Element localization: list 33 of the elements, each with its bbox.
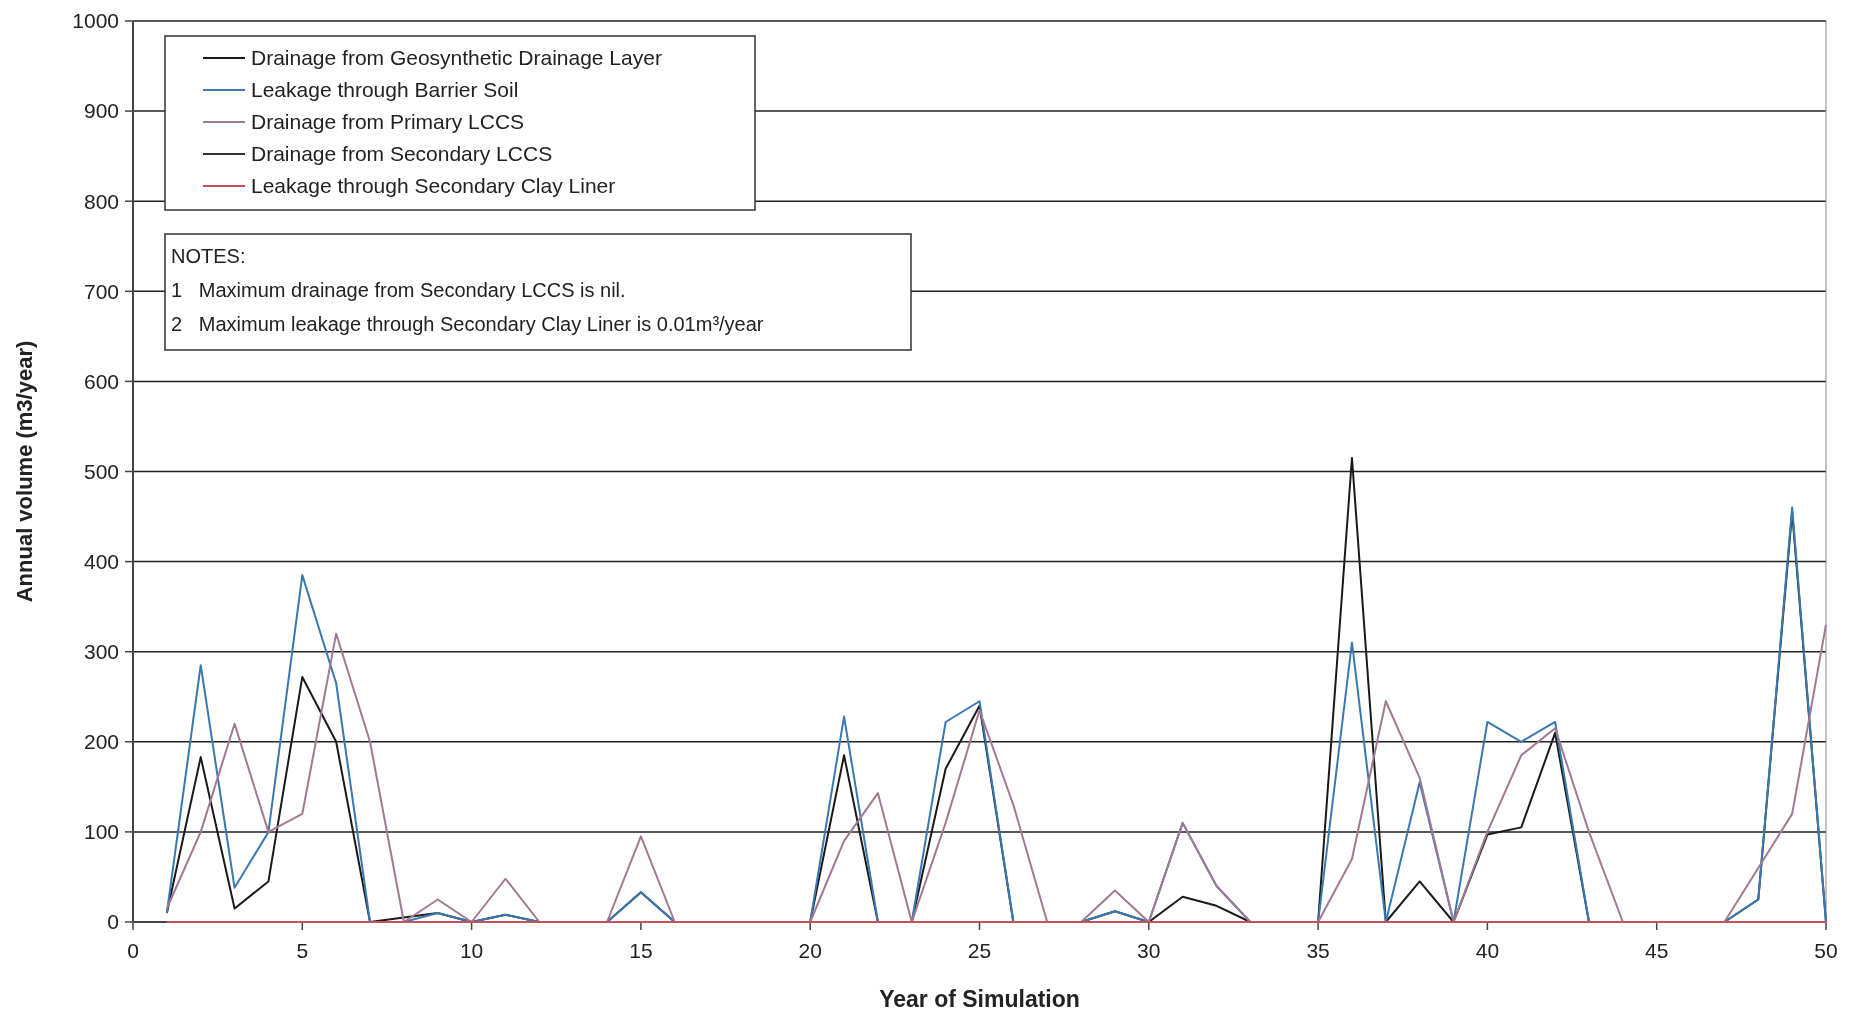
y-tick-label: 100	[83, 820, 119, 844]
y-tick-label: 300	[83, 640, 119, 664]
x-tick-label: 20	[798, 939, 822, 962]
legend-label: Drainage from Secondary LCCS	[251, 142, 553, 166]
x-axis-title: Year of Simulation	[879, 986, 1080, 1012]
y-axis-title: Annual volume (m3/year)	[12, 340, 37, 603]
x-tick-label: 30	[1137, 939, 1161, 962]
y-tick-label: 400	[83, 549, 119, 573]
x-tick-label: 45	[1645, 939, 1669, 962]
x-tick-label: 40	[1475, 939, 1500, 962]
legend-label: Drainage from Primary LCCS	[251, 110, 525, 134]
y-tick-label: 0	[107, 910, 119, 934]
legend-label: Leakage through Secondary Clay Liner	[251, 174, 616, 198]
x-tick-label: 10	[459, 939, 484, 962]
x-tick-label: 25	[967, 939, 992, 962]
x-tick-label: 5	[296, 939, 309, 962]
notes-box: NOTES: 1 Maximum drainage from Secondary LCCS is nil. 2 Maximum leakage through Secondary Clay Liner is 0.01m³/year	[164, 233, 912, 351]
y-tick-label: 500	[83, 459, 119, 483]
y-tick-label: 600	[83, 369, 119, 393]
y-tick-label: 800	[83, 189, 119, 213]
annotation: 2 Maximum leakage through Secondary Clay Liner is 0.01m³/year	[171, 313, 764, 335]
x-tick-label: 0	[127, 939, 139, 962]
y-tick-label: 200	[83, 730, 119, 754]
y-tick-label: 700	[83, 279, 119, 303]
annotation: NOTES:	[171, 245, 246, 267]
x-tick-label: 50	[1814, 939, 1838, 962]
legend-label: Drainage from Geosynthetic Drainage Layer	[251, 46, 662, 70]
legend-label: Leakage through Barrier Soil	[251, 78, 519, 102]
x-tick-label: 15	[629, 939, 653, 962]
y-tick-label: 1000	[72, 9, 119, 33]
x-tick-label: 35	[1306, 939, 1330, 962]
annotation: 1 Maximum drainage from Secondary LCCS is nil.	[171, 279, 626, 301]
y-tick-label: 900	[83, 99, 119, 123]
